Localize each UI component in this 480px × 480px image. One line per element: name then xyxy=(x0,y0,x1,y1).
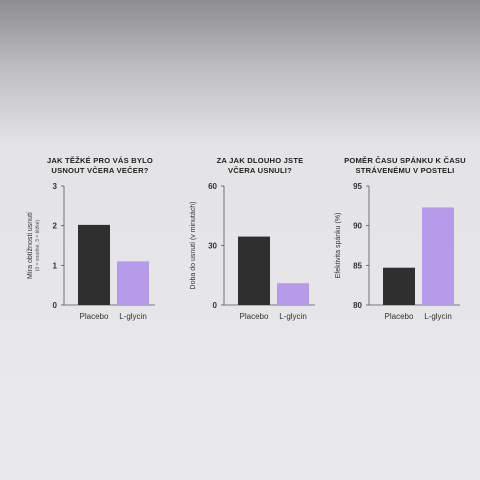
chart-title-line-2: STRÁVENÉMU V POSTELI xyxy=(355,166,455,175)
chart-title-line-1: POMĚR ČASU SPÁNKU K ČASU xyxy=(344,156,466,165)
y-tick-label: 30 xyxy=(208,242,217,251)
bar-chart-latency: 0 30 60 Placebo L-glycin Doba do usnutí (v mi… xyxy=(190,182,315,321)
chart-title: JAK TĚŽKÉ PRO VÁS BYLO USNOUT VČERA VEČE… xyxy=(20,156,180,176)
y-tick-label: 60 xyxy=(208,182,217,191)
chart-panel-difficulty: JAK TĚŽKÉ PRO VÁS BYLO USNOUT VČERA VEČE… xyxy=(20,150,180,330)
x-category-label: Placebo xyxy=(240,312,269,321)
y-tick-label: 85 xyxy=(353,261,362,270)
y-tick-label: 90 xyxy=(353,222,362,231)
y-axis-label: Doba do usnutí (v minutách) xyxy=(190,202,197,290)
x-category-label: L-glycin xyxy=(424,312,452,321)
y-axis-label: Míra obtížnosti usnutí xyxy=(27,212,34,279)
y-tick-label: 0 xyxy=(213,301,218,310)
x-category-label: L-glycin xyxy=(279,312,307,321)
bar-l-glycin xyxy=(277,283,309,305)
bar-l-glycin xyxy=(422,207,454,305)
chart-title-line-1: ZA JAK DLOUHO JSTE xyxy=(216,156,304,165)
bar-placebo xyxy=(78,224,110,305)
chart-panel-efficiency: POMĚR ČASU SPÁNKU K ČASU STRÁVENÉMU V PO… xyxy=(325,150,480,330)
bar-placebo xyxy=(383,267,415,305)
chart-title: POMĚR ČASU SPÁNKU K ČASU STRÁVENÉMU V PO… xyxy=(325,156,480,176)
chart-title: ZA JAK DLOUHO JSTE VČERA USNULI? xyxy=(180,156,340,176)
y-axis-label: Efektivita spánku (%) xyxy=(335,213,342,279)
chart-title-line-2: VČERA USNULI? xyxy=(228,166,292,175)
y-tick-label: 95 xyxy=(353,182,362,191)
bar-placebo xyxy=(238,236,270,305)
x-category-label: L-glycin xyxy=(119,312,147,321)
bar-chart-efficiency: 80 85 90 95 Placebo L-glycin Efektivita spánku… xyxy=(335,182,460,321)
y-tick-label: 0 xyxy=(53,301,58,310)
y-tick-label: 80 xyxy=(353,301,362,310)
bar-l-glycin xyxy=(117,261,149,305)
chart-title-line-1: JAK TĚŽKÉ PRO VÁS BYLO xyxy=(46,156,154,165)
y-tick-label: 1 xyxy=(53,261,58,270)
x-category-label: Placebo xyxy=(80,312,109,321)
bar-chart-difficulty: 0 1 2 3 Placebo L-glycin Míra obtížnosti usnut… xyxy=(27,182,155,321)
chart-title-line-2: USNOUT VČERA VEČER? xyxy=(51,166,149,175)
y-tick-label: 3 xyxy=(53,182,58,191)
chart-panel-latency: ZA JAK DLOUHO JSTE VČERA USNULI? 0 30 60 Pl… xyxy=(180,150,340,330)
x-category-label: Placebo xyxy=(385,312,414,321)
y-tick-label: 2 xyxy=(53,222,58,231)
y-axis-sublabel: (0 = snadné, 3 = těžké) xyxy=(35,219,41,271)
